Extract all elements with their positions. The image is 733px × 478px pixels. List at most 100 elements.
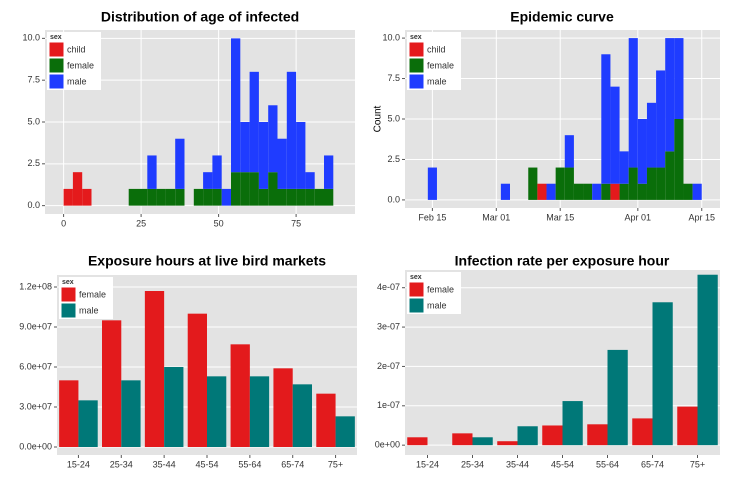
bar — [607, 349, 628, 446]
x-tick-label: Apr 01 — [625, 212, 652, 222]
histogram-bar — [296, 122, 306, 189]
histogram-bar — [72, 172, 83, 206]
x-tick-label: 35-44 — [153, 459, 176, 469]
histogram-bar — [249, 71, 259, 173]
x-tick-label: 25-34 — [110, 459, 133, 469]
histogram-bar — [610, 183, 620, 200]
histogram-bar — [231, 38, 241, 173]
histogram-bar — [646, 102, 657, 168]
legend-swatch — [48, 57, 65, 74]
legend-label: child — [427, 44, 446, 54]
histogram-bar — [268, 172, 278, 206]
histogram-bar — [628, 167, 638, 200]
histogram-bar — [147, 188, 157, 206]
histogram-bar — [427, 167, 437, 200]
histogram-bar — [692, 183, 702, 200]
histogram-bar — [500, 183, 510, 200]
histogram-bar — [82, 188, 92, 206]
bar — [59, 380, 79, 447]
histogram-bar — [324, 188, 334, 206]
bar — [249, 376, 270, 447]
histogram-bar — [249, 172, 259, 206]
histogram-bar — [268, 105, 278, 173]
x-tick-label: 25-34 — [461, 459, 484, 469]
bar — [78, 400, 98, 447]
histogram-bar — [212, 155, 222, 189]
x-tick-label: 75 — [291, 218, 301, 228]
legend-swatch — [408, 73, 425, 90]
histogram-bar — [665, 151, 675, 200]
y-tick-label: 0.0 — [387, 194, 400, 204]
bar — [273, 368, 293, 447]
histogram-bar — [324, 155, 334, 189]
histogram-bar — [656, 70, 666, 168]
y-tick-label: 5.0 — [387, 113, 400, 123]
histogram-bar — [286, 71, 297, 189]
bar — [164, 367, 184, 447]
x-tick-label: 55-64 — [238, 459, 261, 469]
y-tick-label: 4e-07 — [377, 282, 400, 292]
legend-label: male — [427, 76, 447, 86]
histogram-bar — [231, 172, 241, 206]
bar — [207, 376, 227, 447]
histogram-bar — [619, 151, 629, 184]
histogram-bar — [212, 188, 222, 206]
histogram-bar — [637, 119, 647, 184]
histogram-bar — [601, 54, 611, 184]
legend-swatch — [48, 41, 65, 58]
histogram-bar — [601, 183, 611, 200]
bar — [542, 425, 563, 446]
legend-label: female — [79, 289, 106, 299]
legend-swatch — [60, 286, 77, 303]
legend-swatch — [408, 297, 425, 314]
x-tick-label: 45-54 — [195, 459, 218, 469]
histogram-bar — [175, 188, 185, 206]
histogram-bar — [165, 188, 176, 206]
histogram-bar — [175, 138, 185, 189]
histogram-bar — [156, 188, 166, 206]
histogram-bar — [592, 183, 602, 200]
histogram-bar — [277, 138, 287, 189]
x-tick-label: 15-24 — [416, 459, 439, 469]
x-tick-label: 65-74 — [281, 459, 304, 469]
histogram-bar — [240, 122, 250, 173]
histogram-bar — [63, 188, 73, 206]
histogram-bar — [203, 172, 213, 189]
bar — [652, 302, 673, 446]
legend-swatch — [48, 73, 65, 90]
x-tick-label: 55-64 — [596, 459, 619, 469]
bar — [335, 416, 355, 447]
legend-label: male — [79, 305, 99, 315]
histogram-bar — [583, 183, 593, 200]
bar — [562, 401, 583, 446]
histogram-bar — [646, 167, 657, 200]
x-tick-label: 50 — [214, 218, 224, 228]
y-tick-label: 0.0 — [27, 200, 40, 210]
histogram-bar — [537, 183, 547, 200]
histogram-bar — [193, 188, 204, 206]
bar — [292, 384, 312, 447]
y-tick-label: 3e-07 — [377, 321, 400, 331]
histogram-bar — [147, 155, 157, 189]
histogram-bar — [637, 183, 647, 200]
histogram-bar — [674, 119, 684, 200]
histogram-bar — [314, 188, 324, 206]
histogram-bar — [564, 135, 574, 168]
chart-title: Exposure hours at live bird markets — [88, 253, 326, 269]
x-tick-label: 15-24 — [67, 459, 90, 469]
legend-label: child — [67, 44, 86, 54]
y-tick-label: 2e-07 — [377, 361, 400, 371]
histogram-bar — [203, 188, 213, 206]
histogram-bar — [564, 167, 574, 200]
bar — [517, 426, 538, 446]
histogram-bar — [240, 172, 250, 206]
y-axis-label: Count — [373, 105, 384, 132]
histogram-bar — [665, 38, 675, 152]
histogram-bar — [528, 167, 538, 200]
histogram-bar — [277, 188, 287, 206]
chart-title: Distribution of age of infected — [101, 9, 299, 25]
y-tick-label: 3.0e+07 — [19, 401, 52, 411]
y-tick-label: 10.0 — [382, 32, 400, 42]
x-tick-label: 0 — [61, 218, 66, 228]
